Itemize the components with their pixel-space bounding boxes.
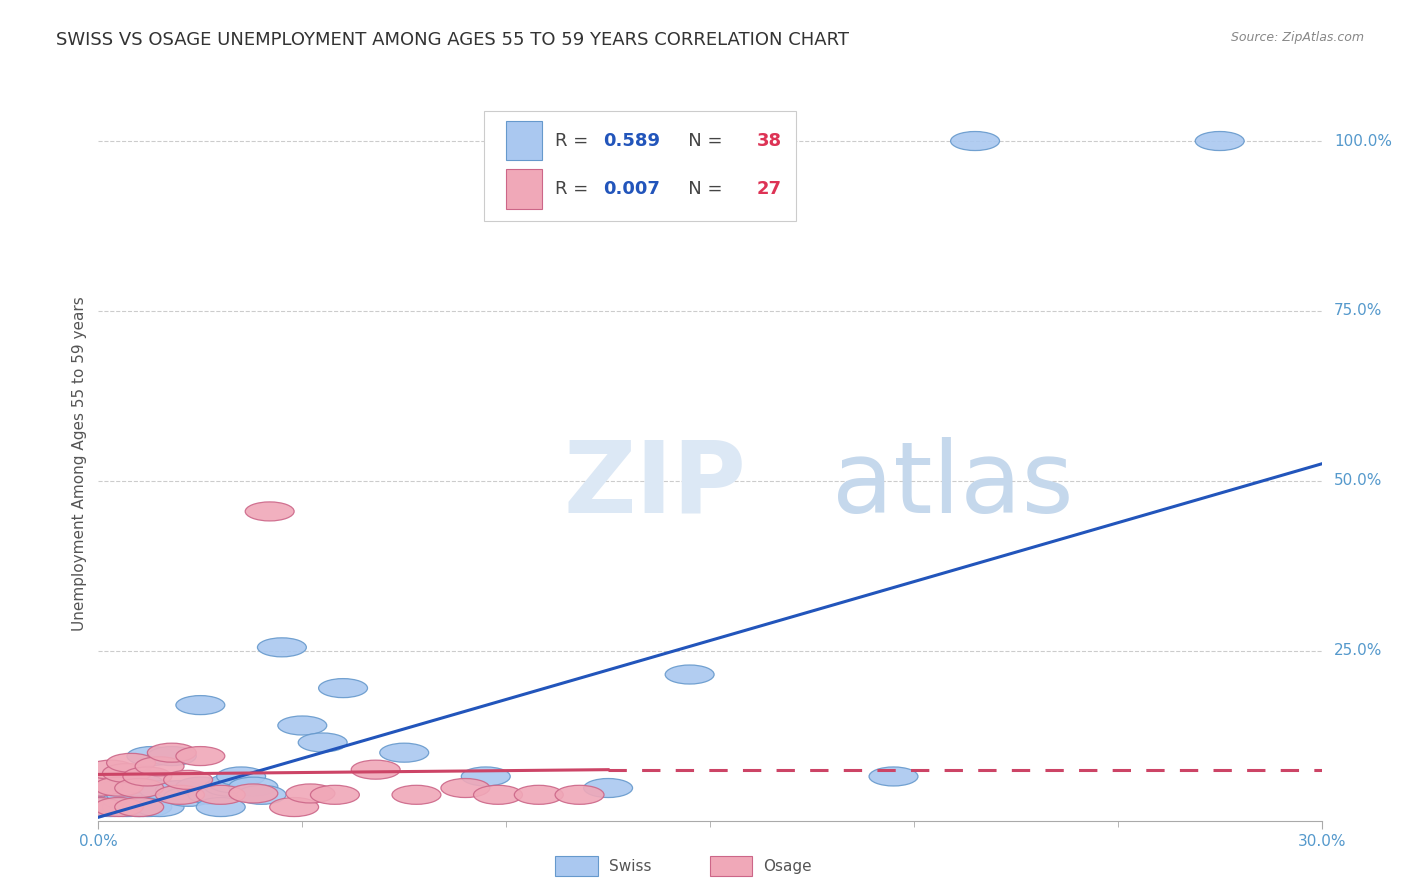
Ellipse shape bbox=[163, 771, 212, 789]
Ellipse shape bbox=[75, 788, 122, 806]
Text: SWISS VS OSAGE UNEMPLOYMENT AMONG AGES 55 TO 59 YEARS CORRELATION CHART: SWISS VS OSAGE UNEMPLOYMENT AMONG AGES 5… bbox=[56, 31, 849, 49]
Ellipse shape bbox=[139, 780, 188, 799]
Ellipse shape bbox=[665, 665, 714, 684]
Ellipse shape bbox=[474, 785, 523, 805]
Text: 38: 38 bbox=[756, 132, 782, 150]
Ellipse shape bbox=[122, 797, 172, 816]
Ellipse shape bbox=[156, 785, 204, 805]
Ellipse shape bbox=[127, 747, 176, 765]
Ellipse shape bbox=[86, 760, 135, 780]
Ellipse shape bbox=[197, 797, 245, 816]
Ellipse shape bbox=[148, 747, 197, 765]
Ellipse shape bbox=[583, 779, 633, 797]
Ellipse shape bbox=[103, 790, 152, 810]
Ellipse shape bbox=[257, 638, 307, 657]
Y-axis label: Unemployment Among Ages 55 to 59 years: Unemployment Among Ages 55 to 59 years bbox=[72, 296, 87, 632]
Text: Swiss: Swiss bbox=[609, 859, 651, 873]
FancyBboxPatch shape bbox=[506, 121, 543, 161]
Ellipse shape bbox=[115, 797, 163, 816]
Ellipse shape bbox=[311, 785, 360, 805]
Ellipse shape bbox=[94, 777, 143, 797]
Ellipse shape bbox=[319, 679, 367, 698]
Ellipse shape bbox=[204, 777, 253, 797]
Ellipse shape bbox=[238, 785, 285, 805]
Ellipse shape bbox=[107, 785, 156, 805]
Ellipse shape bbox=[176, 777, 225, 797]
Text: 0.589: 0.589 bbox=[603, 132, 661, 150]
Text: Source: ZipAtlas.com: Source: ZipAtlas.com bbox=[1230, 31, 1364, 45]
Ellipse shape bbox=[270, 797, 319, 816]
Ellipse shape bbox=[285, 784, 335, 803]
Ellipse shape bbox=[229, 777, 278, 797]
Ellipse shape bbox=[298, 733, 347, 752]
Ellipse shape bbox=[94, 797, 143, 816]
Text: 50.0%: 50.0% bbox=[1334, 474, 1382, 488]
Ellipse shape bbox=[75, 797, 122, 816]
Text: Osage: Osage bbox=[763, 859, 813, 873]
Ellipse shape bbox=[115, 773, 163, 793]
Ellipse shape bbox=[950, 131, 1000, 151]
Ellipse shape bbox=[156, 780, 204, 799]
Text: atlas: atlas bbox=[832, 437, 1074, 533]
Ellipse shape bbox=[135, 797, 184, 816]
Ellipse shape bbox=[869, 767, 918, 786]
Ellipse shape bbox=[229, 784, 278, 803]
Ellipse shape bbox=[122, 767, 172, 786]
Text: N =: N = bbox=[671, 132, 728, 150]
Ellipse shape bbox=[115, 797, 163, 816]
Ellipse shape bbox=[278, 716, 326, 735]
Ellipse shape bbox=[1195, 131, 1244, 151]
Text: 75.0%: 75.0% bbox=[1334, 303, 1382, 318]
Ellipse shape bbox=[111, 777, 160, 797]
Ellipse shape bbox=[208, 773, 257, 793]
Ellipse shape bbox=[555, 785, 605, 805]
Text: 27: 27 bbox=[756, 180, 782, 198]
Ellipse shape bbox=[75, 797, 122, 816]
Text: R =: R = bbox=[555, 180, 593, 198]
Ellipse shape bbox=[75, 777, 122, 797]
Text: N =: N = bbox=[671, 180, 728, 198]
Ellipse shape bbox=[515, 785, 564, 805]
Ellipse shape bbox=[188, 785, 238, 805]
Ellipse shape bbox=[115, 779, 163, 797]
Text: 0.007: 0.007 bbox=[603, 180, 661, 198]
Ellipse shape bbox=[86, 797, 135, 816]
Ellipse shape bbox=[163, 788, 212, 806]
Ellipse shape bbox=[107, 754, 156, 772]
Ellipse shape bbox=[197, 785, 245, 805]
Text: ZIP: ZIP bbox=[564, 437, 747, 533]
Ellipse shape bbox=[148, 743, 197, 762]
Ellipse shape bbox=[176, 747, 225, 765]
Ellipse shape bbox=[245, 502, 294, 521]
Ellipse shape bbox=[103, 764, 152, 782]
Ellipse shape bbox=[217, 767, 266, 786]
FancyBboxPatch shape bbox=[506, 169, 543, 209]
Ellipse shape bbox=[461, 767, 510, 786]
Text: 25.0%: 25.0% bbox=[1334, 643, 1382, 658]
Ellipse shape bbox=[352, 760, 401, 780]
Ellipse shape bbox=[380, 743, 429, 762]
Ellipse shape bbox=[103, 797, 152, 816]
FancyBboxPatch shape bbox=[484, 111, 796, 221]
Text: 100.0%: 100.0% bbox=[1334, 134, 1392, 149]
Text: R =: R = bbox=[555, 132, 593, 150]
Ellipse shape bbox=[392, 785, 441, 805]
Ellipse shape bbox=[176, 696, 225, 714]
Ellipse shape bbox=[441, 779, 489, 797]
Ellipse shape bbox=[94, 780, 143, 799]
Ellipse shape bbox=[135, 756, 184, 776]
Ellipse shape bbox=[94, 794, 143, 814]
